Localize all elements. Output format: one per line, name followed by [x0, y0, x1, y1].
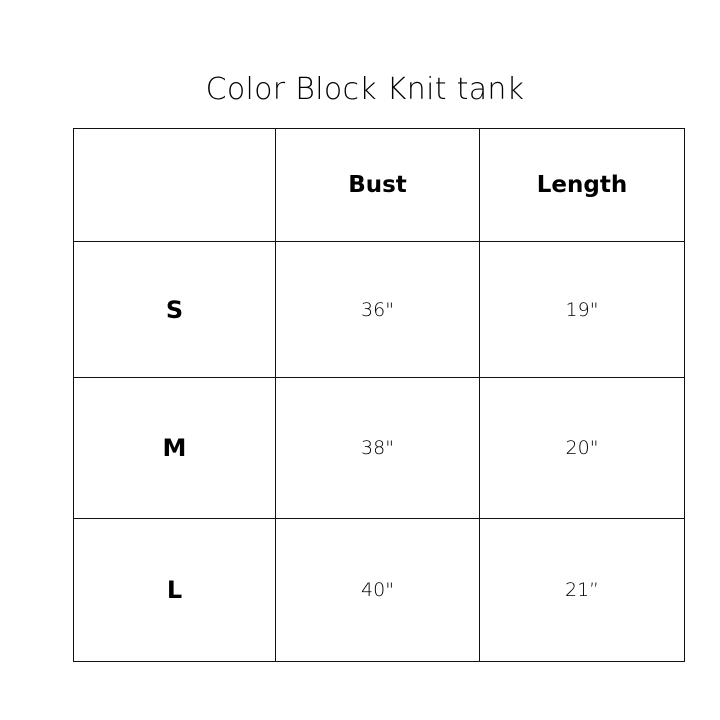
size-chart-table: Bust Length S 36" 19" M 38" 20" L 40" 21…	[73, 128, 685, 662]
table-row: M 38" 20"	[73, 377, 685, 519]
length-cell: 20"	[479, 377, 685, 519]
chart-title: Color Block Knit tank	[205, 72, 525, 107]
bust-cell: 38"	[275, 377, 480, 519]
header-bust: Bust	[275, 128, 480, 242]
length-cell: 21”	[479, 518, 685, 662]
header-length: Length	[479, 128, 685, 242]
size-cell: S	[73, 241, 276, 378]
length-cell: 19"	[479, 241, 685, 378]
table-row: L 40" 21”	[73, 518, 685, 662]
bust-cell: 40"	[275, 518, 480, 662]
size-cell: L	[73, 518, 276, 662]
header-row: Bust Length	[73, 128, 685, 242]
header-empty-cell	[73, 128, 276, 242]
table-row: S 36" 19"	[73, 241, 685, 378]
size-cell: M	[73, 377, 276, 519]
bust-cell: 36"	[275, 241, 480, 378]
